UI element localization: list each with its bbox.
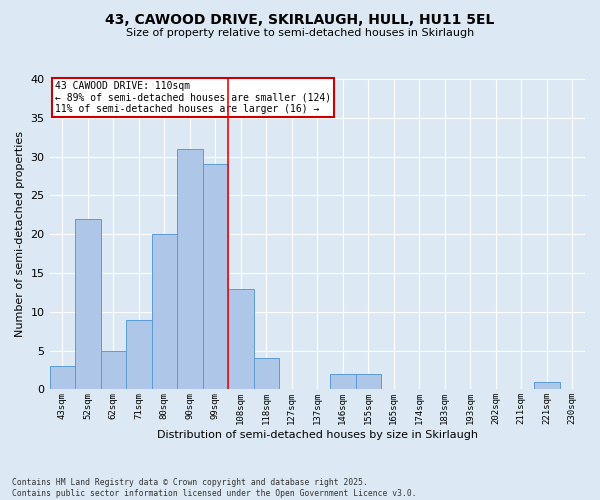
Y-axis label: Number of semi-detached properties: Number of semi-detached properties [15,131,25,337]
Bar [534,382,560,390]
Text: 43, CAWOOD DRIVE, SKIRLAUGH, HULL, HU11 5EL: 43, CAWOOD DRIVE, SKIRLAUGH, HULL, HU11 … [106,12,494,26]
Bar [75,218,101,390]
Bar [152,234,177,390]
X-axis label: Distribution of semi-detached houses by size in Skirlaugh: Distribution of semi-detached houses by … [157,430,478,440]
Text: Size of property relative to semi-detached houses in Skirlaugh: Size of property relative to semi-detach… [126,28,474,38]
Bar [254,358,279,390]
Bar [126,320,152,390]
Bar [101,350,126,390]
Bar [356,374,381,390]
Bar [203,164,228,390]
Bar [330,374,356,390]
Bar [228,288,254,390]
Bar [177,149,203,390]
Text: 43 CAWOOD DRIVE: 110sqm
← 89% of semi-detached houses are smaller (124)
11% of s: 43 CAWOOD DRIVE: 110sqm ← 89% of semi-de… [55,80,331,114]
Bar [50,366,75,390]
Text: Contains HM Land Registry data © Crown copyright and database right 2025.
Contai: Contains HM Land Registry data © Crown c… [12,478,416,498]
